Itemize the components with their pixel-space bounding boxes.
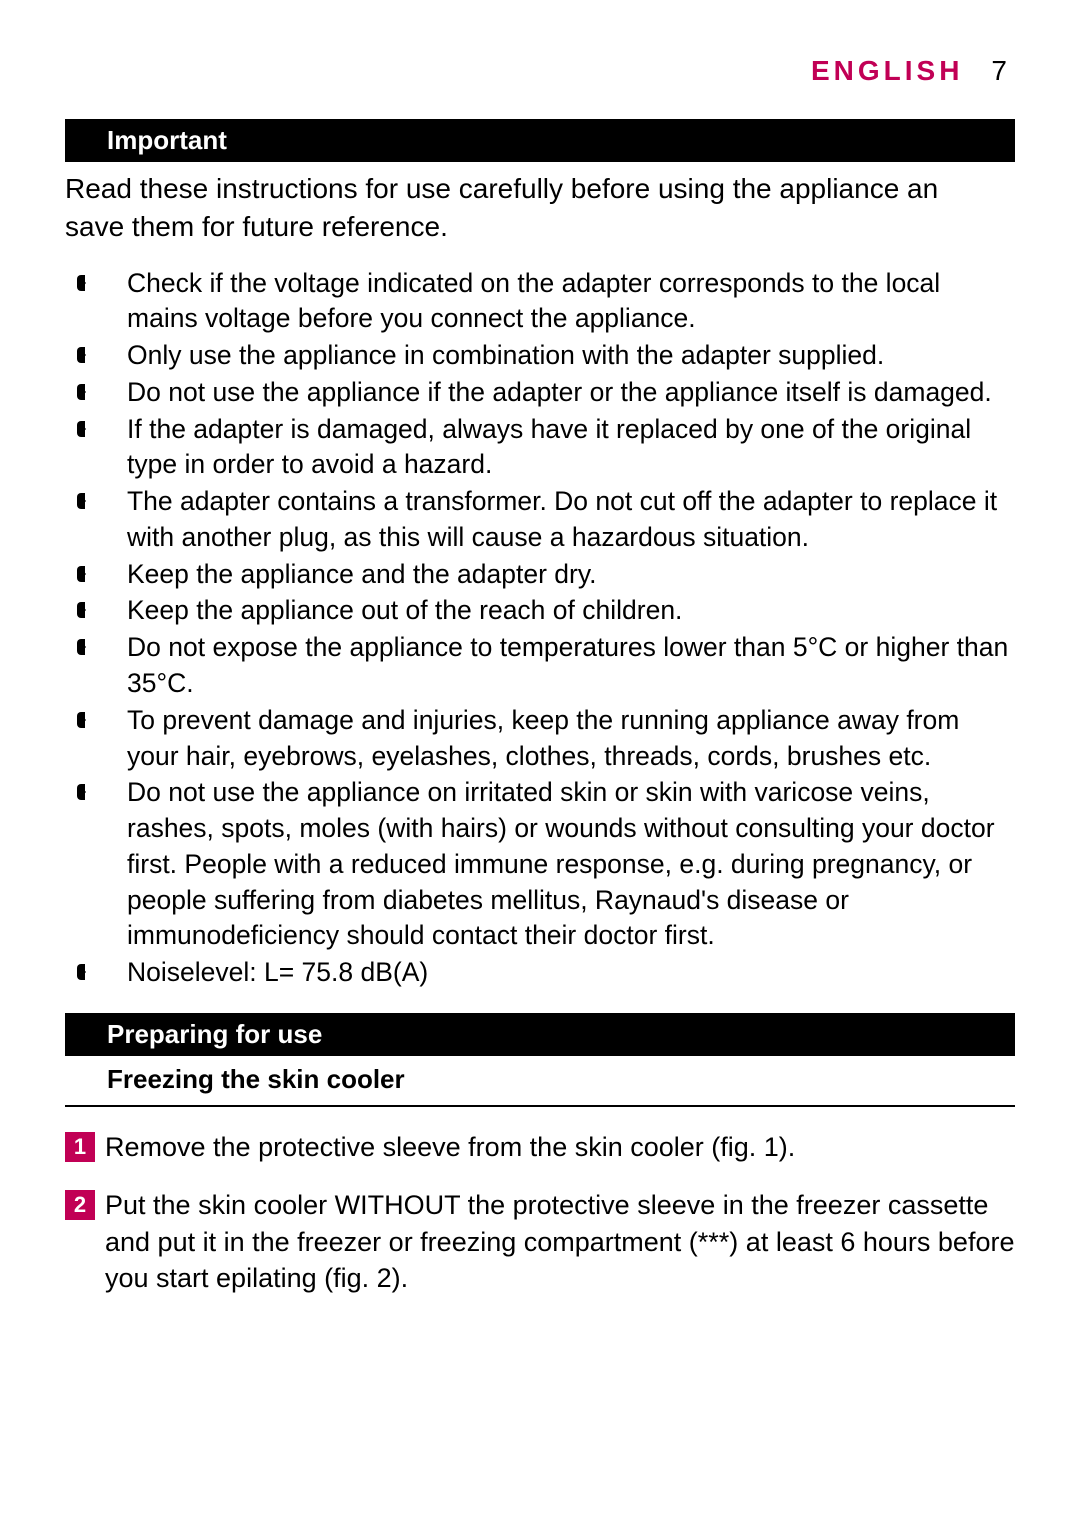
bullet-item: Check if the voltage indicated on the ad… [65,266,1015,338]
intro-line-1: Read these instructions for use carefull… [65,170,1015,208]
bullet-item: Do not use the appliance if the adapter … [65,375,1015,411]
section-title-important: Important [65,119,1015,162]
step-row: 1 Remove the protective sleeve from the … [65,1129,1015,1165]
bullet-item: Do not use the appliance on irritated sk… [65,775,1015,954]
bullet-item: The adapter contains a transformer. Do n… [65,484,1015,556]
bullet-item: To prevent damage and injuries, keep the… [65,703,1015,775]
language-label: ENGLISH [811,55,963,87]
bullet-item: If the adapter is damaged, always have i… [65,412,1015,484]
step-text: Remove the protective sleeve from the sk… [105,1129,795,1165]
step-number-badge: 2 [65,1190,95,1220]
bullet-item: Only use the appliance in combination wi… [65,338,1015,374]
bullet-item: Keep the appliance and the adapter dry. [65,557,1015,593]
step-row: 2 Put the skin cooler WITHOUT the protec… [65,1187,1015,1296]
page: ENGLISH 7 Important Read these instructi… [0,0,1080,1379]
step-number-badge: 1 [65,1132,95,1162]
divider [65,1105,1015,1107]
subheading-freezing: Freezing the skin cooler [65,1064,1015,1095]
bullet-item: Do not expose the appliance to temperatu… [65,630,1015,702]
bullet-item: Keep the appliance out of the reach of c… [65,593,1015,629]
safety-bullet-list: Check if the voltage indicated on the ad… [65,266,1015,991]
page-number: 7 [991,55,1007,87]
page-header: ENGLISH 7 [65,55,1015,87]
section-title-preparing: Preparing for use [65,1013,1015,1056]
intro-line-2: save them for future reference. [65,208,1015,246]
bullet-item: Noiselevel: L= 75.8 dB(A) [65,955,1015,991]
step-text: Put the skin cooler WITHOUT the protecti… [105,1187,1015,1296]
